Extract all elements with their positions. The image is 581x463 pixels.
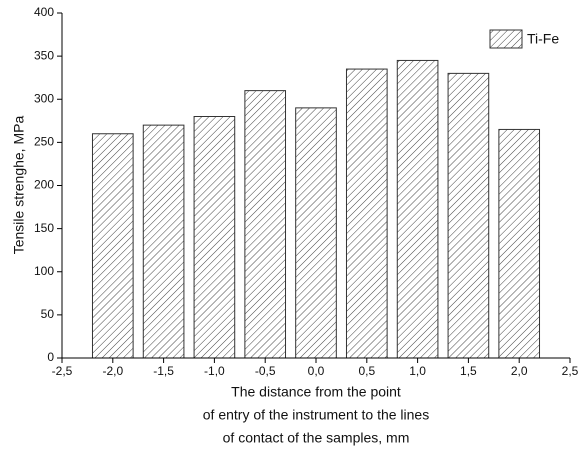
y-tick-label: 100 bbox=[34, 264, 54, 278]
bar bbox=[244, 90, 287, 359]
x-axis-label: The distance from the point bbox=[231, 384, 401, 400]
bar bbox=[396, 59, 439, 359]
x-tick-label: -0,5 bbox=[255, 364, 276, 378]
legend-label: Ti-Fe bbox=[527, 31, 559, 47]
y-tick-label: 400 bbox=[34, 5, 54, 19]
y-tick-label: 0 bbox=[47, 350, 54, 364]
y-tick-label: 250 bbox=[34, 135, 54, 149]
x-tick-label: -1,0 bbox=[204, 364, 225, 378]
y-tick-label: 200 bbox=[34, 178, 54, 192]
bar bbox=[345, 68, 388, 359]
bar bbox=[193, 116, 236, 359]
x-tick-label: -1,5 bbox=[153, 364, 174, 378]
x-tick-label: -2,0 bbox=[102, 364, 123, 378]
y-tick-label: 50 bbox=[41, 307, 55, 321]
y-tick-label: 350 bbox=[34, 48, 54, 62]
bar bbox=[498, 128, 541, 359]
x-tick-label: 1,5 bbox=[460, 364, 477, 378]
x-tick-label: 2,0 bbox=[511, 364, 528, 378]
x-tick-label: 2,5 bbox=[562, 364, 579, 378]
x-axis-label: of contact of the samples, mm bbox=[223, 430, 410, 446]
y-axis-label: Tensile strenghe, MPa bbox=[11, 116, 27, 255]
bar bbox=[295, 107, 337, 359]
y-tick-label: 300 bbox=[34, 91, 54, 105]
x-tick-label: 0,0 bbox=[308, 364, 325, 378]
bar bbox=[447, 72, 490, 359]
x-axis-label: of entry of the instrument to the lines bbox=[203, 407, 429, 423]
x-tick-label: -2,5 bbox=[52, 364, 73, 378]
y-tick-label: 150 bbox=[34, 221, 54, 235]
x-tick-label: 0,5 bbox=[358, 364, 375, 378]
bar bbox=[142, 124, 185, 359]
x-tick-label: 1,0 bbox=[409, 364, 426, 378]
legend-swatch bbox=[489, 29, 523, 49]
bar bbox=[91, 133, 134, 359]
